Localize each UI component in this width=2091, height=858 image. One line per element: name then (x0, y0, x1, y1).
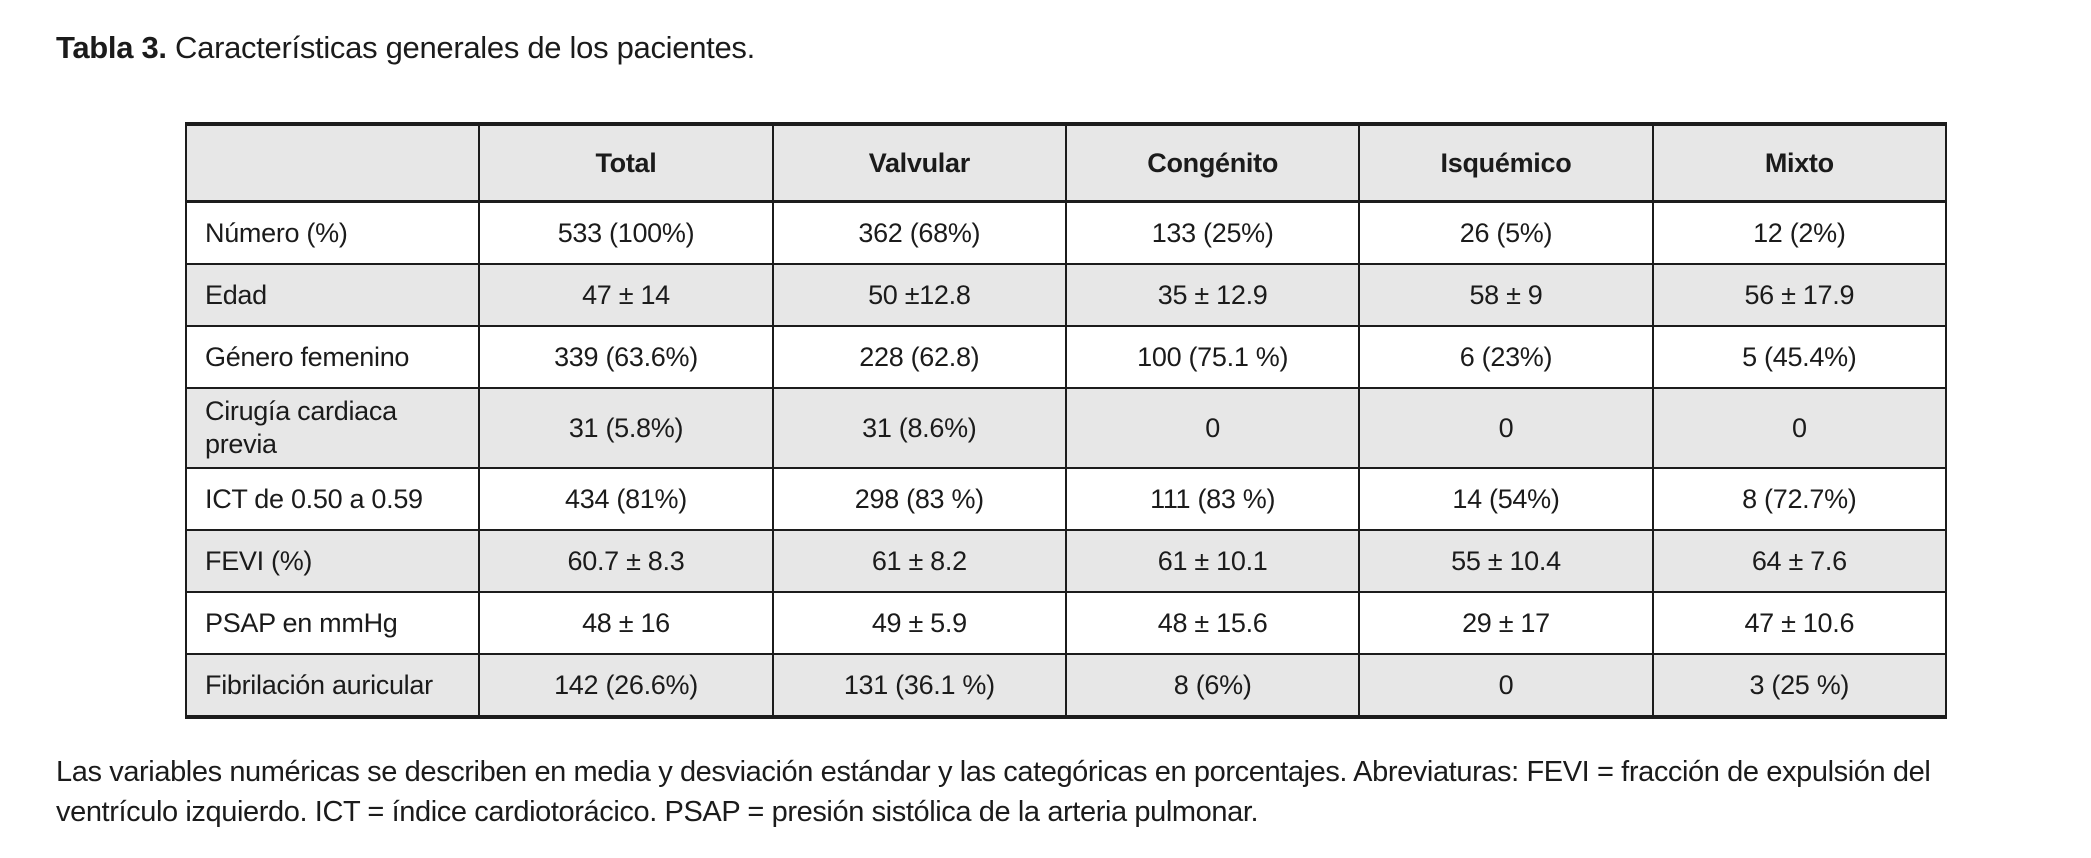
cell-value: 6 (23%) (1358, 325, 1654, 389)
header-row: Total Valvular Congénito Isquémico Mixto (184, 123, 1948, 203)
cell-value: 298 (83 %) (771, 467, 1067, 531)
table-row: Fibrilación auricular 142 (26.6%) 131 (36.… (184, 653, 1948, 718)
cell-value: 0 (1064, 387, 1361, 469)
table-row: Cirugía cardiaca previa 31 (5.8%) 31 (8.6%… (184, 387, 1948, 469)
table-caption: Tabla 3. Características generales de lo… (56, 30, 755, 66)
cell-value: 228 (62.8) (771, 325, 1067, 389)
column-header-blank (184, 123, 481, 203)
cell-value: 8 (6%) (1064, 653, 1361, 718)
row-label: PSAP en mmHg (184, 591, 481, 655)
cell-value: 35 ± 12.9 (1064, 263, 1361, 327)
cell-value: 100 (75.1 %) (1064, 325, 1361, 389)
cell-value: 31 (5.8%) (478, 387, 774, 469)
cell-value: 55 ± 10.4 (1358, 529, 1654, 593)
cell-value: 131 (36.1 %) (771, 653, 1067, 718)
cell-value: 47 ± 10.6 (1651, 591, 1948, 655)
cell-value: 48 ± 16 (478, 591, 774, 655)
cell-value: 61 ± 8.2 (771, 529, 1067, 593)
patients-table-wrapper: Total Valvular Congénito Isquémico Mixto Núm… (184, 122, 1948, 719)
table-row: Género femenino 339 (63.6%) 228 (62.8) 100 … (184, 325, 1948, 389)
cell-value: 49 ± 5.9 (771, 591, 1067, 655)
cell-value: 0 (1358, 653, 1654, 718)
cell-value: 47 ± 14 (478, 263, 774, 327)
cell-value: 133 (25%) (1064, 200, 1361, 265)
cell-value: 58 ± 9 (1358, 263, 1654, 327)
cell-value: 26 (5%) (1358, 200, 1654, 265)
cell-value: 142 (26.6%) (478, 653, 774, 718)
patients-characteristics-table: Total Valvular Congénito Isquémico Mixto Núm… (184, 122, 1948, 719)
row-label: Cirugía cardiaca previa (184, 387, 481, 469)
cell-value: 14 (54%) (1358, 467, 1654, 531)
cell-value: 339 (63.6%) (478, 325, 774, 389)
column-header: Congénito (1064, 123, 1361, 203)
cell-value: 111 (83 %) (1064, 467, 1361, 531)
cell-value: 60.7 ± 8.3 (478, 529, 774, 593)
cell-value: 50 ±12.8 (771, 263, 1067, 327)
column-header: Mixto (1651, 123, 1948, 203)
cell-value: 48 ± 15.6 (1064, 591, 1361, 655)
cell-value: 0 (1651, 387, 1948, 469)
row-label: Fibrilación auricular (184, 653, 481, 718)
column-header: Total (478, 123, 774, 203)
caption-text: Características generales de los pacient… (166, 30, 755, 65)
column-header: Valvular (771, 123, 1067, 203)
table-row: Número (%) 533 (100%) 362 (68%) 133 (25%) 26… (184, 200, 1948, 265)
column-header: Isquémico (1358, 123, 1654, 203)
table-row: ICT de 0.50 a 0.59 434 (81%) 298 (83 %) 111… (184, 467, 1948, 531)
caption-label: Tabla 3. (56, 30, 167, 65)
row-label: FEVI (%) (184, 529, 481, 593)
cell-value: 29 ± 17 (1358, 591, 1654, 655)
cell-value: 8 (72.7%) (1651, 467, 1948, 531)
cell-value: 362 (68%) (771, 200, 1067, 265)
table-row: PSAP en mmHg 48 ± 16 49 ± 5.9 48 ± 15.6 29 ±… (184, 591, 1948, 655)
row-label: Edad (184, 263, 481, 327)
table-row: FEVI (%) 60.7 ± 8.3 61 ± 8.2 61 ± 10.1 55 ± … (184, 529, 1948, 593)
cell-value: 3 (25 %) (1651, 653, 1948, 718)
cell-value: 5 (45.4%) (1651, 325, 1948, 389)
cell-value: 31 (8.6%) (771, 387, 1067, 469)
cell-value: 0 (1358, 387, 1654, 469)
row-label: Número (%) (184, 200, 481, 265)
cell-value: 12 (2%) (1651, 200, 1948, 265)
row-label: Género femenino (184, 325, 481, 389)
row-label: ICT de 0.50 a 0.59 (184, 467, 481, 531)
cell-value: 434 (81%) (478, 467, 774, 531)
cell-value: 61 ± 10.1 (1064, 529, 1361, 593)
cell-value: 56 ± 17.9 (1651, 263, 1948, 327)
table-row: Edad 47 ± 14 50 ±12.8 35 ± 12.9 58 ± 9 56 ± 1… (184, 263, 1948, 327)
cell-value: 533 (100%) (478, 200, 774, 265)
table-footnote: Las variables numéricas se describen en … (56, 756, 1931, 828)
cell-value: 64 ± 7.6 (1651, 529, 1948, 593)
